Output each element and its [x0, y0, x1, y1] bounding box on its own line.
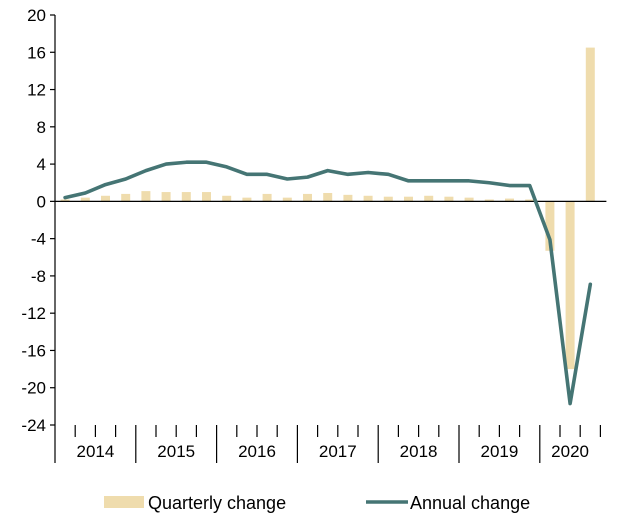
y-tick-label: 20 — [27, 6, 46, 25]
bar-2016Q3 — [263, 194, 272, 201]
y-tick-label: -24 — [21, 416, 46, 435]
bar-2018Q1 — [384, 197, 393, 202]
bar-2017Q3 — [343, 195, 352, 202]
y-tick-label: 0 — [37, 192, 46, 211]
bar-2014Q4 — [121, 194, 130, 201]
bar-2020Q3 — [586, 48, 595, 202]
x-year-label-2020: 2020 — [551, 442, 589, 461]
legend-label-quarterly: Quarterly change — [148, 493, 286, 513]
y-tick-label: -8 — [31, 267, 46, 286]
x-year-label-2019: 2019 — [480, 442, 518, 461]
y-tick-label: 12 — [27, 81, 46, 100]
bar-2015Q3 — [182, 192, 191, 201]
bar-2016Q1 — [222, 196, 231, 202]
quarterly-bars — [61, 48, 595, 369]
bar-2017Q4 — [364, 196, 373, 202]
y-tick-label: -20 — [21, 379, 46, 398]
bar-2020Q2 — [566, 201, 575, 369]
bar-2018Q3 — [424, 196, 433, 202]
y-tick-label: -12 — [21, 304, 46, 323]
bar-2015Q1 — [141, 191, 150, 201]
bar-2018Q2 — [404, 197, 413, 202]
legend: Quarterly change Annual change — [104, 493, 530, 513]
y-tick-label: 8 — [37, 118, 46, 137]
bar-2015Q2 — [162, 192, 171, 201]
bar-2017Q1 — [303, 194, 312, 201]
bar-2017Q2 — [323, 193, 332, 201]
y-tick-label: -4 — [31, 230, 46, 249]
legend-swatch-quarterly — [104, 496, 144, 508]
x-year-label-2018: 2018 — [400, 442, 438, 461]
y-tick-label: 4 — [37, 155, 46, 174]
x-year-label-2014: 2014 — [76, 442, 114, 461]
x-year-label-2015: 2015 — [157, 442, 195, 461]
y-tick-label: -16 — [21, 341, 46, 360]
bar-2014Q3 — [101, 196, 110, 202]
x-year-label-2016: 2016 — [238, 442, 276, 461]
y-tick-label: 16 — [27, 43, 46, 62]
legend-label-annual: Annual change — [410, 493, 530, 513]
bar-2015Q4 — [202, 192, 211, 201]
x-year-label-2017: 2017 — [319, 442, 357, 461]
bar-2018Q4 — [444, 197, 453, 202]
axes — [50, 15, 606, 463]
